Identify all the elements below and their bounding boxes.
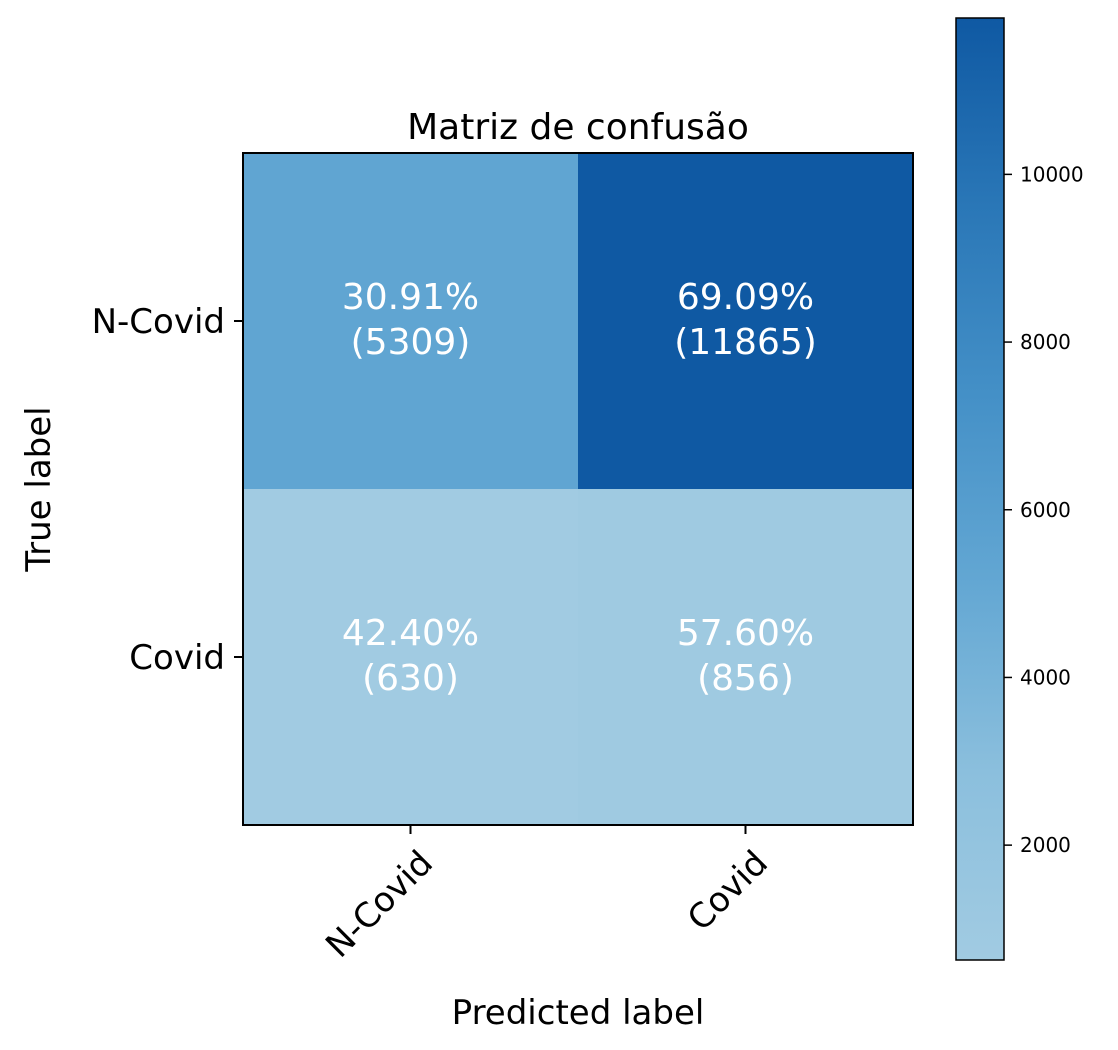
x-tick-label: Covid — [680, 843, 776, 939]
colorbar-tick-label: 8000 — [1020, 330, 1071, 354]
matrix-cell-0-1 — [578, 153, 913, 489]
colorbar — [955, 17, 1005, 961]
y-tick-label: Covid — [129, 638, 225, 678]
colorbar-tick-label: 6000 — [1020, 498, 1071, 522]
cell-percent-label: 69.09% — [677, 277, 814, 318]
matrix-cells — [243, 153, 913, 825]
cell-percent-label: 42.40% — [342, 613, 479, 654]
x-axis-ticks: N-Covid Covid — [318, 825, 776, 966]
cell-count-label: (5309) — [351, 322, 471, 363]
cell-count-label: (630) — [362, 658, 459, 699]
matrix-cell-1-0 — [243, 489, 578, 825]
cell-count-label: (856) — [697, 658, 794, 699]
plot-frame — [242, 152, 914, 826]
y-axis-label: True label — [19, 406, 59, 572]
matrix-cell-labels: 30.91%(5309) 69.09%(11865) 42.40%(630) 57.6… — [342, 277, 817, 699]
matrix-cell-1-1 — [578, 489, 913, 825]
colorbar-tick-label: 4000 — [1020, 665, 1071, 689]
x-axis-label: Predicted label — [452, 993, 705, 1033]
colorbar-ticks: 2000 4000 6000 8000 10000 — [1004, 162, 1084, 857]
y-tick-label: N-Covid — [92, 302, 225, 342]
cell-percent-label: 30.91% — [342, 277, 479, 318]
colorbar-tick-label: 10000 — [1020, 162, 1084, 186]
colorbar-tick-label: 2000 — [1020, 833, 1071, 857]
matrix-cell-0-0 — [243, 153, 578, 489]
cell-percent-label: 57.60% — [677, 613, 814, 654]
chart-title: Matriz de confusão — [407, 107, 749, 148]
cell-count-label: (11865) — [674, 322, 817, 363]
y-axis-ticks: N-Covid Covid — [92, 302, 243, 678]
x-tick-label: N-Covid — [318, 843, 441, 966]
